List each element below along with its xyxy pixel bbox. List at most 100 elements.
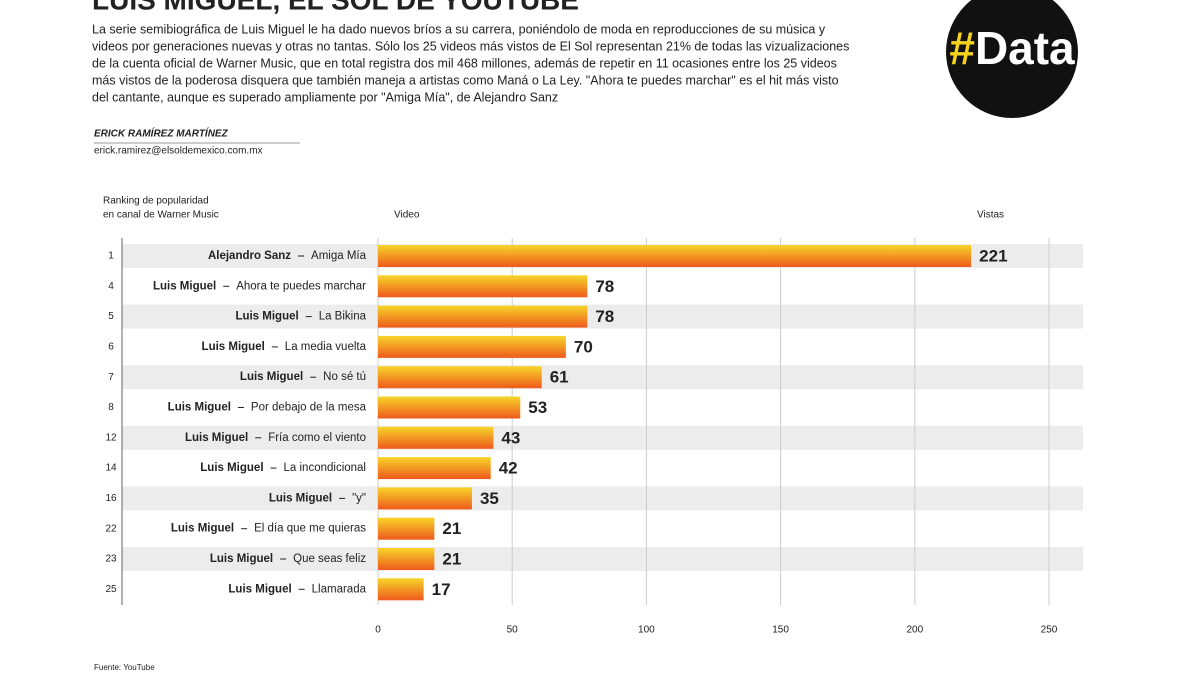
rank-label: 7 (108, 372, 114, 383)
category-label: Luis Miguel La incondicional (200, 462, 366, 474)
rank-label: 22 (105, 523, 117, 534)
value-header: Vistas (977, 210, 1004, 221)
category-label: Luis Miguel La media vuelta (202, 341, 367, 353)
intro-line: La serie semibiográfica de Luis Miguel l… (92, 22, 826, 36)
rank-label: 23 (105, 554, 117, 565)
rank-label: 16 (105, 493, 117, 504)
row-stripe (122, 486, 1083, 511)
intro-line: más vistos de la poderosa disquera que t… (92, 73, 839, 87)
bar (378, 275, 588, 298)
song: Ahora te puedes marchar (236, 280, 366, 292)
bar (378, 245, 972, 267)
value-label: 78 (595, 307, 614, 326)
x-tick-label: 250 (1041, 625, 1058, 636)
x-tick-label: 0 (375, 625, 381, 636)
logo-circle (946, 0, 1078, 118)
rank-header: en canal de Warner Music (103, 210, 219, 221)
bar (378, 305, 588, 328)
category-label: Luis Miguel "y" (269, 492, 366, 504)
value-label: 42 (499, 459, 518, 478)
value-label: 61 (550, 368, 569, 387)
song: No sé tú (323, 371, 366, 383)
artist: Luis Miguel (202, 341, 265, 353)
rank-label: 25 (105, 584, 117, 595)
song: La media vuelta (285, 341, 367, 353)
intro-line: de la cuenta oficial de Warner Music, qu… (92, 56, 837, 70)
bar (378, 517, 435, 540)
song: "y" (352, 492, 366, 504)
category-label: Alejandro Sanz Amiga Mía (208, 250, 367, 262)
value-label: 78 (595, 277, 614, 296)
rank-label: 6 (108, 342, 114, 353)
email: erick.ramirez@elsoldemexico.com.mx (94, 146, 263, 157)
bar (378, 426, 494, 449)
category-label: Luis Miguel Llamarada (228, 583, 366, 595)
logo: #Data (949, 22, 1075, 74)
rank-label: 12 (105, 432, 117, 443)
intro-line: del cantante, aunque es superado ampliam… (92, 90, 558, 104)
intro-line: videos por generaciones nuevas y otras n… (92, 39, 849, 53)
x-tick-label: 50 (507, 625, 519, 636)
artist: Luis Miguel (171, 523, 234, 535)
bar (378, 578, 424, 601)
value-label: 53 (528, 398, 547, 417)
category-label: Luis Miguel El día que me quieras (171, 523, 366, 535)
rank-label: 8 (108, 402, 114, 413)
title: LUIS MIGUEL, EL SOL DE YOUTUBE (92, 0, 579, 15)
logo-symbol: # (949, 22, 975, 74)
value-label: 43 (501, 428, 520, 447)
value-label: 17 (432, 580, 451, 599)
x-tick-label: 100 (638, 625, 655, 636)
category-label: Luis Miguel Fría como el viento (185, 432, 366, 444)
song: Por debajo de la mesa (251, 402, 367, 414)
artist: Luis Miguel (153, 280, 216, 292)
artist: Luis Miguel (185, 432, 248, 444)
artist: Luis Miguel (200, 462, 263, 474)
song: El día que me quieras (254, 523, 366, 535)
row-stripe (122, 304, 1083, 329)
value-label: 21 (442, 519, 461, 538)
author: ERICK RAMÍREZ MARTÍNEZ (94, 127, 229, 140)
value-label: 35 (480, 489, 499, 508)
artist: Luis Miguel (240, 371, 303, 383)
rank-header: Ranking de popularidad (103, 196, 209, 207)
bar (378, 335, 566, 358)
row-stripe (122, 425, 1083, 450)
bar (378, 366, 542, 389)
bar (378, 396, 521, 419)
value-label: 21 (442, 549, 461, 568)
x-tick-label: 150 (772, 625, 789, 636)
source: Fuente: YouTube (94, 663, 155, 672)
bar (378, 487, 472, 510)
artist: Alejandro Sanz (208, 250, 291, 262)
song: La incondicional (284, 462, 366, 474)
intro: La serie semibiográfica de Luis Miguel l… (92, 22, 849, 104)
song: Amiga Mía (311, 250, 367, 262)
category-label: Luis Miguel No sé tú (240, 371, 366, 383)
song: Llamarada (312, 583, 367, 595)
category-label: Luis Miguel La Bikina (235, 311, 366, 323)
artist: Luis Miguel (269, 492, 332, 504)
song: Que seas feliz (293, 553, 366, 565)
category-header: Video (394, 210, 420, 221)
rank-label: 5 (108, 311, 114, 322)
song: Fría como el viento (268, 432, 366, 444)
bar (378, 548, 435, 570)
rank-label: 1 (108, 251, 114, 262)
artist: Luis Miguel (228, 583, 291, 595)
value-label: 221 (979, 246, 1007, 265)
artist: Luis Miguel (168, 402, 231, 414)
category-label: Luis Miguel Ahora te puedes marchar (153, 280, 366, 292)
x-tick-label: 200 (906, 625, 923, 636)
category-label: Luis Miguel Por debajo de la mesa (168, 402, 367, 414)
artist: Luis Miguel (210, 553, 273, 565)
rank-label: 4 (108, 281, 114, 292)
artist: Luis Miguel (235, 311, 298, 323)
bar (378, 457, 491, 480)
value-label: 70 (574, 337, 593, 356)
category-label: Luis Miguel Que seas feliz (210, 553, 366, 565)
row-stripe (122, 365, 1083, 390)
song: La Bikina (319, 311, 367, 323)
